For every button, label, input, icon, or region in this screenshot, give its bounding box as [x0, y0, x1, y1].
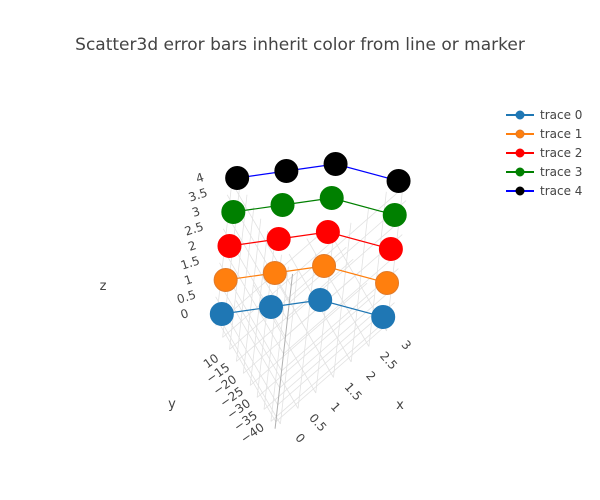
series-lines — [221, 163, 399, 318]
series-line-3 — [233, 197, 395, 216]
marker-0 — [259, 295, 283, 319]
marker-2 — [315, 220, 340, 244]
marker-1 — [312, 254, 337, 278]
grid-line — [235, 300, 299, 409]
marker-0 — [308, 288, 333, 312]
legend-item[interactable]: trace 1 — [506, 127, 582, 141]
grid-line — [283, 251, 401, 355]
marker-3 — [221, 200, 246, 224]
x-tick-label: 0 — [292, 431, 308, 446]
legend-marker — [515, 167, 525, 177]
z-tick-label: 2.5 — [183, 219, 205, 238]
legend-label: trace 2 — [540, 146, 582, 160]
marker-4 — [323, 152, 348, 176]
legend[interactable]: trace 0 trace 1 trace 2 trace 3 trace 4 — [506, 108, 582, 198]
grid-line — [217, 279, 281, 389]
z-tick-label: 2 — [186, 238, 198, 254]
x-tick-label: 2.5 — [377, 349, 400, 373]
marker-4 — [274, 159, 299, 183]
series-line-1 — [225, 265, 388, 284]
legend-item[interactable]: trace 4 — [506, 184, 582, 198]
marker-1 — [213, 268, 238, 292]
y-axis-title: y — [168, 397, 176, 412]
legend-marker — [515, 129, 525, 139]
z-tick-label: 0.5 — [175, 287, 197, 306]
grid-line — [236, 258, 354, 362]
marker-4 — [225, 166, 250, 190]
grid-line — [271, 269, 334, 378]
grid-line — [217, 315, 281, 425]
marker-3 — [270, 193, 295, 217]
legend-label: trace 1 — [540, 127, 582, 141]
grid-line — [213, 313, 277, 423]
marker-4 — [386, 169, 411, 193]
marker-0 — [371, 305, 396, 329]
grid-line — [270, 318, 389, 422]
chart-title: Scatter3d error bars inherit color from … — [75, 35, 525, 55]
x-tick-label: 1 — [328, 400, 344, 415]
legend-label: trace 4 — [540, 184, 582, 198]
x-axis-title: x — [396, 398, 404, 413]
legend-item[interactable]: trace 2 — [506, 146, 582, 160]
grid-line — [263, 306, 382, 410]
marker-2 — [266, 227, 291, 251]
marker-1 — [262, 261, 287, 285]
grid-line — [249, 282, 368, 386]
legend-item[interactable]: trace 0 — [506, 108, 582, 122]
grid-line — [287, 217, 405, 321]
legend-marker — [515, 110, 525, 120]
z-tick-label: 4 — [194, 170, 206, 186]
z-tick-label: 1 — [183, 272, 195, 288]
grid-line — [270, 266, 289, 422]
grid-line — [222, 234, 340, 338]
grid-line — [275, 319, 393, 423]
grid-line — [249, 230, 269, 386]
marker-1 — [375, 271, 400, 295]
legend-label: trace 0 — [540, 108, 582, 122]
marker-3 — [319, 186, 344, 210]
grid-line — [236, 206, 255, 362]
legend-marker — [515, 148, 525, 158]
marker-3 — [382, 203, 407, 227]
x-tick-label: 1.5 — [342, 380, 365, 404]
marker-2 — [217, 234, 242, 258]
grid-line — [221, 245, 284, 355]
grid-line — [256, 294, 375, 398]
grid-line — [279, 285, 397, 389]
z-tick-label: 3 — [190, 204, 202, 220]
legend-label: trace 3 — [540, 165, 582, 179]
series-line-0 — [221, 299, 384, 318]
series-line-2 — [229, 231, 392, 250]
legend-item[interactable]: trace 3 — [506, 165, 582, 179]
z-tick-label: 3.5 — [187, 185, 209, 204]
x-tick-label: 3 — [399, 338, 415, 353]
grid-line — [229, 194, 248, 350]
legend-marker — [515, 186, 525, 196]
series-markers — [209, 152, 411, 329]
x-tick-label: 2 — [363, 369, 379, 384]
x-tick-label: 0.5 — [306, 411, 329, 435]
grid-line — [290, 183, 409, 287]
marker-0 — [209, 302, 234, 326]
grid-line — [242, 218, 262, 374]
z-tick-label: 0 — [179, 306, 191, 322]
z-tick-label: 1.5 — [179, 253, 201, 272]
marker-2 — [378, 237, 403, 261]
series-line-4 — [237, 163, 399, 182]
axis-line — [274, 273, 294, 429]
z-axis-title: z — [100, 279, 107, 294]
